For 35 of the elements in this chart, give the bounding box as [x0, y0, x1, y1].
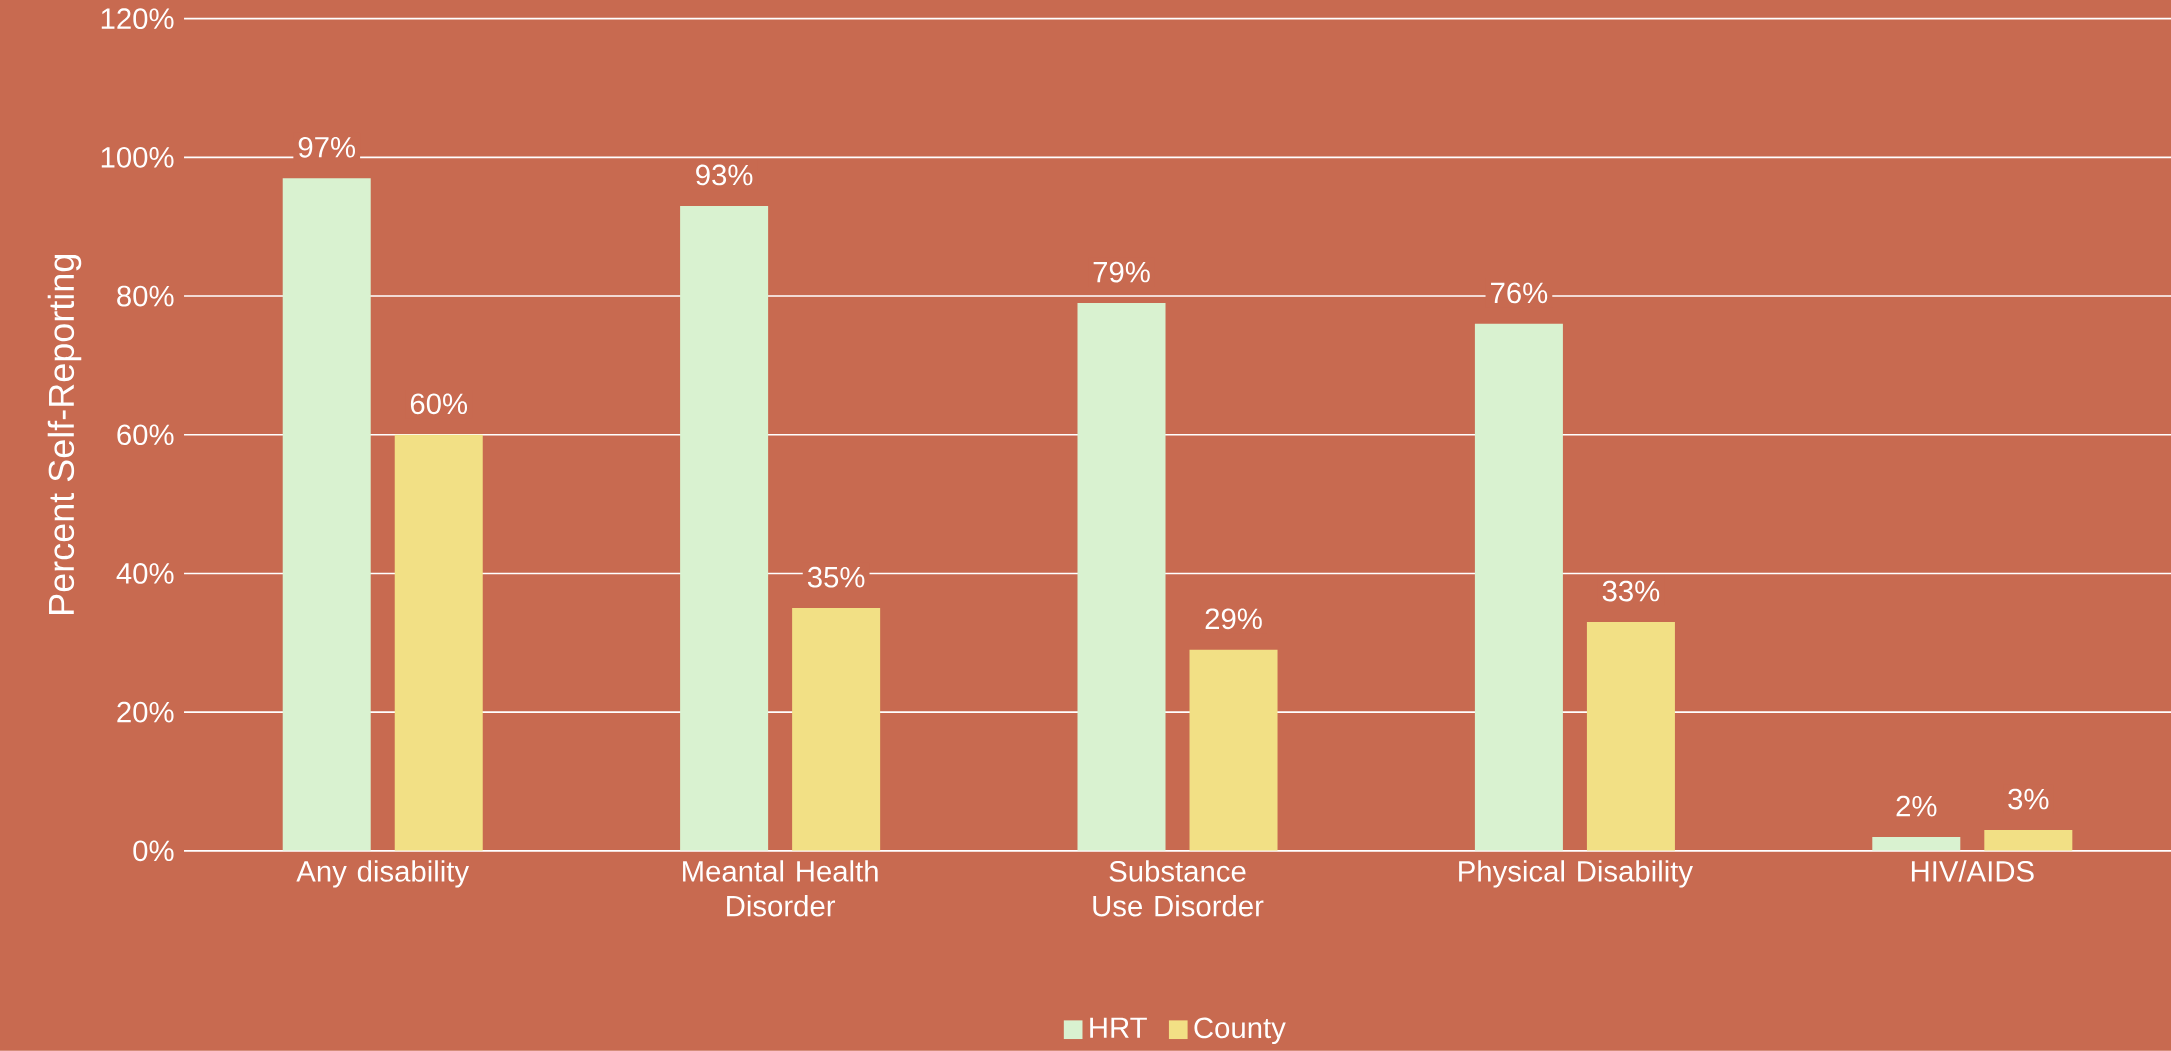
x-tick-label: HIV/AIDS — [1911, 860, 2034, 882]
bar — [1984, 830, 2073, 851]
bar — [1872, 837, 1961, 851]
data-label: 93% — [696, 164, 753, 186]
y-tick-label: 40% — [116, 563, 174, 584]
data-label: 29% — [1205, 608, 1262, 630]
y-tick-label: 100% — [101, 147, 174, 168]
x-tick-label: Physical Disability — [1459, 860, 1693, 888]
y-tick-label: 20% — [117, 701, 174, 723]
data-label: 97% — [298, 136, 355, 158]
bar — [282, 178, 371, 851]
x-tick-label: Any disability — [296, 860, 470, 888]
legend-label: HRT — [1090, 1017, 1147, 1038]
bar — [680, 205, 769, 851]
data-label: 3% — [2008, 788, 2049, 810]
bar — [394, 434, 483, 851]
data-label: 35% — [807, 566, 865, 588]
bar — [1586, 622, 1675, 851]
legend-label: County — [1194, 1017, 1286, 1045]
bar — [1189, 649, 1278, 851]
data-label: 2% — [1896, 795, 1937, 817]
data-label: 60% — [410, 393, 468, 415]
y-tick-label: 80% — [117, 285, 174, 307]
y-tick-label: 120% — [101, 8, 174, 30]
y-tick-label: 60% — [117, 424, 174, 446]
data-label: 33% — [1602, 580, 1660, 602]
bar — [1077, 303, 1166, 851]
y-tick-label: 0% — [133, 840, 174, 862]
bar — [792, 608, 881, 851]
data-label: 76% — [1491, 282, 1548, 304]
bar — [1474, 323, 1563, 851]
x-tick-label: Meantal Health Disorder — [683, 860, 878, 917]
data-label: 79% — [1093, 261, 1150, 283]
x-tick-label: Substance Use Disorder — [1093, 860, 1264, 917]
y-axis-title: Percent Self-Reporting — [47, 255, 82, 614]
